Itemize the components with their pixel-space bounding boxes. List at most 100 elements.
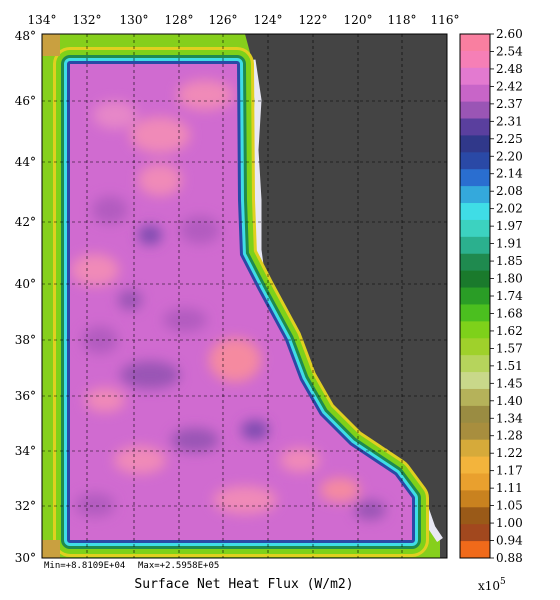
colorbar-segment — [460, 101, 490, 120]
lat-label: 36° — [15, 389, 36, 403]
colorbar-segment — [460, 422, 490, 441]
lon-label: 124° — [254, 13, 283, 27]
colorbar-segment — [460, 372, 490, 390]
latitude-labels: 48° 46° 44° 42° 40° 38° 36° 34° 32° 30° — [15, 29, 36, 565]
colorbar-tick-label: 1.40 — [496, 394, 523, 408]
max-value-label: Max=+2.5958E+05 — [138, 561, 219, 571]
colorbar-segment — [460, 236, 490, 255]
colorbar-tick-label: 2.08 — [496, 184, 523, 198]
lon-label: 116° — [431, 13, 460, 27]
colorbar-tick-label: 1.05 — [496, 499, 523, 513]
colorbar-tick-label: 1.57 — [496, 341, 523, 355]
lon-label: 126° — [209, 13, 238, 27]
map-title: Surface Net Heat Flux (W/m2) — [134, 577, 353, 592]
colorbar-tick-label: 0.88 — [496, 551, 523, 565]
min-value-label: Min=+8.8109E+04 — [44, 561, 125, 571]
colorbar-tick-label: 1.74 — [496, 289, 523, 303]
colorbar-tick-label: 2.31 — [496, 114, 523, 128]
colorbar-segment — [460, 541, 490, 559]
lon-label: 130° — [120, 13, 149, 27]
colorbar-segment — [460, 169, 490, 187]
colorbar-tick-label: 1.51 — [496, 359, 523, 373]
colorbar-tick-label: 1.45 — [496, 376, 523, 390]
colorbar-tick-label: 1.85 — [496, 254, 523, 268]
colorbar-labels: 2.60 2.54 2.48 2.42 2.37 2.31 2.25 2.20 2.14 2.08… — [490, 27, 523, 565]
colorbar-segment — [460, 338, 490, 356]
colorbar-segment — [460, 135, 490, 153]
colorbar-tick-label: 2.54 — [496, 44, 523, 58]
colorbar-segment — [460, 84, 490, 103]
colorbar-segment — [460, 118, 490, 136]
lat-label: 44° — [15, 155, 36, 169]
map-plot-area — [42, 34, 447, 558]
colorbar-segment — [460, 304, 490, 322]
colorbar-segment — [460, 388, 490, 407]
colorbar-segment — [460, 152, 490, 170]
colorbar-segment — [460, 253, 490, 272]
colorbar-segment — [460, 507, 490, 525]
colorbar-tick-label: 1.28 — [496, 429, 523, 443]
colorbar-tick-label: 2.60 — [496, 27, 523, 41]
lon-label: 122° — [299, 13, 328, 27]
colorbar-tick-label: 2.42 — [496, 79, 523, 93]
corner-patch-tl — [42, 34, 60, 56]
colorbar-scale-exponent: 5 — [500, 577, 506, 587]
lat-label: 42° — [15, 215, 36, 229]
lat-label: 30° — [15, 551, 36, 565]
colorbar-tick-label: 1.11 — [496, 481, 523, 495]
lon-label: 128° — [165, 13, 194, 27]
lat-label: 40° — [15, 277, 36, 291]
colorbar-tick-label: 1.91 — [496, 237, 523, 251]
colorbar-segment — [460, 34, 490, 52]
land-mass — [245, 34, 447, 558]
colorbar-segment — [460, 219, 490, 238]
colorbar-tick-label: 2.48 — [496, 62, 523, 76]
lon-label: 118° — [388, 13, 417, 27]
colorbar-segment — [460, 355, 490, 373]
colorbar-segment — [460, 321, 490, 339]
colorbar-segment — [460, 439, 490, 458]
colorbar — [460, 34, 490, 559]
colorbar-tick-label: 1.97 — [496, 219, 523, 233]
heat-flux-field — [70, 64, 412, 540]
lat-label: 38° — [15, 333, 36, 347]
lon-label: 132° — [73, 13, 102, 27]
lat-label: 46° — [15, 94, 36, 108]
corner-patch-bl — [42, 540, 60, 558]
lat-label: 48° — [15, 29, 36, 43]
colorbar-tick-label: 2.25 — [496, 132, 523, 146]
colorbar-tick-label: 2.14 — [496, 167, 523, 181]
map-frame — [41, 33, 448, 559]
colorbar-tick-label: 2.20 — [496, 149, 523, 163]
lat-label: 34° — [15, 444, 36, 458]
longitude-labels: 134° 132° 130° 128° 126° 124° 122° 120° … — [28, 13, 460, 27]
colorbar-tick-label: 1.22 — [496, 446, 523, 460]
colorbar-tick-label: 1.80 — [496, 272, 523, 286]
colorbar-tick-label: 2.37 — [496, 97, 523, 111]
lat-label: 32° — [15, 499, 36, 513]
colorbar-scale-label: x105 — [478, 577, 506, 593]
colorbar-tick-label: 1.00 — [496, 516, 523, 530]
colorbar-segment — [460, 456, 490, 474]
colorbar-segment — [460, 490, 490, 508]
colorbar-tick-label: 2.02 — [496, 202, 523, 216]
lon-label: 134° — [28, 13, 57, 27]
colorbar-segment — [460, 186, 490, 204]
colorbar-tick-label: 0.94 — [496, 534, 523, 548]
colorbar-scale-base: x10 — [478, 579, 500, 593]
colorbar-segment — [460, 67, 490, 86]
lon-label: 120° — [344, 13, 373, 27]
colorbar-segment — [460, 203, 490, 221]
colorbar-tick-label: 1.34 — [496, 411, 523, 425]
graticule — [42, 34, 447, 558]
colorbar-tick-label: 1.17 — [496, 464, 523, 478]
colorbar-tick-label: 1.62 — [496, 324, 523, 338]
colorbar-tick-label: 1.68 — [496, 306, 523, 320]
colorbar-segment — [460, 50, 490, 69]
colorbar-segment — [460, 287, 490, 305]
colorbar-segment — [460, 524, 490, 542]
colorbar-segment — [460, 270, 490, 289]
colorbar-segment — [460, 405, 490, 424]
colorbar-segment — [460, 473, 490, 491]
